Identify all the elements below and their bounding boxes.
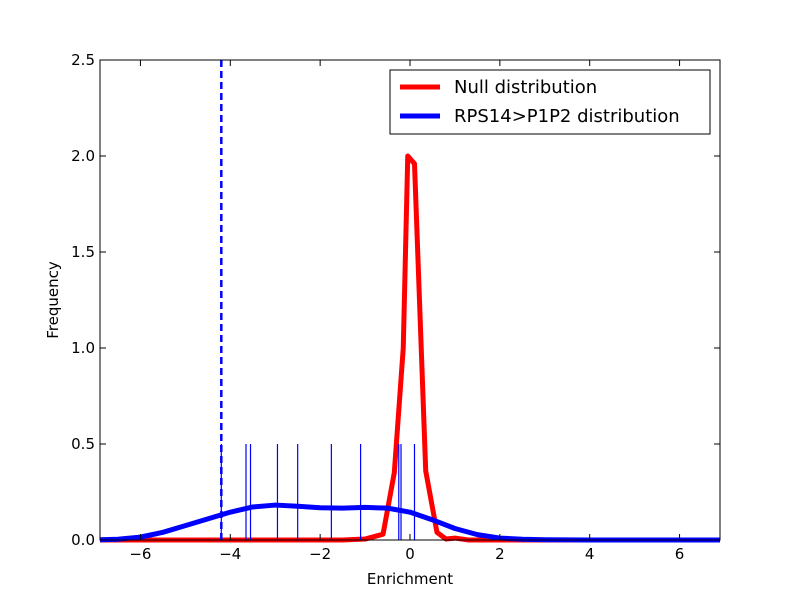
- legend-label-1: RPS14>P1P2 distribution: [454, 106, 680, 127]
- x-tick-label-6: 6: [675, 545, 685, 563]
- x-tick-label-1: −4: [219, 545, 241, 563]
- x-tick-label-4: 2: [495, 545, 505, 563]
- y-axis-label: Frequency: [44, 261, 62, 339]
- y-tick-label-4: 2.0: [71, 147, 95, 165]
- legend: Null distribution RPS14>P1P2 distribution: [389, 69, 711, 135]
- y-tick-label-2: 1.0: [71, 339, 95, 357]
- x-tick-label-0: −6: [129, 545, 151, 563]
- x-tick-label-5: 4: [585, 545, 595, 563]
- legend-box: [389, 69, 711, 135]
- x-axis-ticks: −6 −4 −2 0 2 4 6: [129, 60, 684, 563]
- y-axis-ticks: 0.0 0.5 1.0 1.5 2.0 2.5: [71, 51, 720, 549]
- y-tick-label-3: 1.5: [71, 243, 95, 261]
- x-tick-label-2: −2: [309, 545, 331, 563]
- legend-label-0: Null distribution: [454, 77, 597, 98]
- y-tick-label-1: 0.5: [71, 435, 95, 453]
- axes-background: [100, 60, 720, 540]
- rug-layer: [220, 444, 416, 540]
- legend-items: Null distribution RPS14>P1P2 distribution: [400, 77, 680, 127]
- y-tick-label-0: 0.0: [71, 531, 95, 549]
- x-tick-label-3: 0: [405, 545, 415, 563]
- x-axis-label: Enrichment: [367, 570, 453, 588]
- y-tick-label-5: 2.5: [71, 51, 95, 69]
- plot-area: [99, 59, 721, 543]
